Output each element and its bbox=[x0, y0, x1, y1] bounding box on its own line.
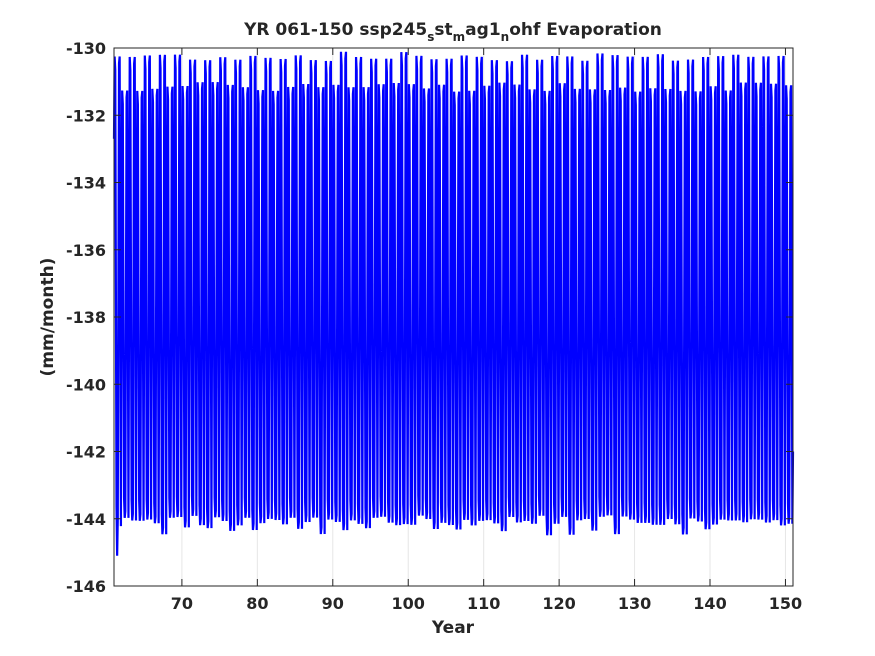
y-tick-label: -144 bbox=[66, 510, 106, 529]
title-subscript: m bbox=[453, 30, 466, 44]
title-subscript: s bbox=[427, 30, 434, 44]
x-axis-ticks: 70 80 90 100 110 120 130 140 150 bbox=[171, 48, 802, 613]
x-tick-label: 150 bbox=[769, 594, 802, 613]
title-prefix: YR 061-150 ssp245 bbox=[243, 20, 427, 40]
x-tick-label: 90 bbox=[322, 594, 344, 613]
y-tick-label: -146 bbox=[66, 577, 106, 596]
x-tick-label: 80 bbox=[246, 594, 268, 613]
data-series bbox=[112, 51, 795, 556]
y-tick-label: -130 bbox=[66, 39, 106, 58]
x-tick-label: 70 bbox=[171, 594, 193, 613]
title-subscript: n bbox=[501, 30, 510, 44]
y-tick-label: -140 bbox=[66, 375, 106, 394]
x-tick-label: 140 bbox=[693, 594, 726, 613]
title-middle: st bbox=[434, 20, 452, 40]
y-axis-label: (mm/month) bbox=[38, 258, 58, 377]
title-middle: ag1 bbox=[465, 20, 500, 40]
y-axis-ticks: -130 -132 -134 -136 -138 -140 -142 -144 -146 bbox=[66, 39, 793, 596]
y-tick-label: -132 bbox=[66, 106, 106, 125]
x-tick-label: 110 bbox=[467, 594, 500, 613]
series-line bbox=[112, 51, 795, 556]
y-tick-label: -134 bbox=[66, 174, 106, 193]
y-tick-label: -136 bbox=[66, 241, 106, 260]
title-suffix: ohf Evaporation bbox=[509, 20, 662, 40]
x-tick-label: 120 bbox=[542, 594, 575, 613]
y-tick-label: -142 bbox=[66, 443, 106, 462]
x-tick-label: 130 bbox=[618, 594, 651, 613]
x-tick-label: 100 bbox=[392, 594, 425, 613]
x-axis-label: Year bbox=[431, 618, 475, 638]
chart-title: YR 061-150 ssp245sstmag1nohf Evaporation bbox=[243, 20, 662, 44]
y-tick-label: -138 bbox=[66, 308, 106, 327]
